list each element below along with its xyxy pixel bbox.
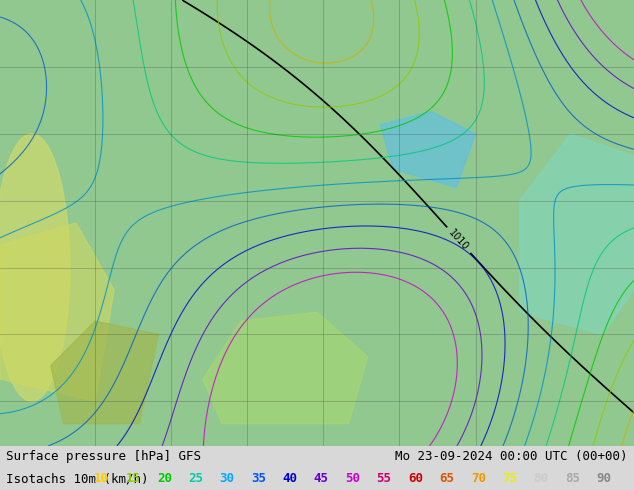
Text: 75: 75 <box>502 472 517 486</box>
Polygon shape <box>51 321 158 423</box>
Text: Isotachs 10m (km/h): Isotachs 10m (km/h) <box>6 472 149 486</box>
Text: 85: 85 <box>565 472 580 486</box>
Polygon shape <box>380 112 476 187</box>
Polygon shape <box>520 134 634 334</box>
Text: Surface pressure [hPa] GFS: Surface pressure [hPa] GFS <box>6 450 202 464</box>
Text: 40: 40 <box>283 472 297 486</box>
Text: 50: 50 <box>345 472 360 486</box>
Text: 30: 30 <box>220 472 235 486</box>
Text: 35: 35 <box>251 472 266 486</box>
Text: 65: 65 <box>439 472 455 486</box>
Text: Mo 23-09-2024 00:00 UTC (00+00): Mo 23-09-2024 00:00 UTC (00+00) <box>395 450 628 464</box>
Text: 55: 55 <box>377 472 392 486</box>
Polygon shape <box>0 223 114 401</box>
Polygon shape <box>203 312 368 423</box>
Ellipse shape <box>0 134 70 401</box>
Text: 25: 25 <box>188 472 204 486</box>
Text: 15: 15 <box>126 472 141 486</box>
Text: 20: 20 <box>157 472 172 486</box>
Text: 90: 90 <box>596 472 611 486</box>
Text: 1010: 1010 <box>447 228 470 253</box>
Text: 80: 80 <box>533 472 548 486</box>
Text: 10: 10 <box>94 472 109 486</box>
Text: 70: 70 <box>470 472 486 486</box>
Text: 45: 45 <box>314 472 329 486</box>
Text: 60: 60 <box>408 472 423 486</box>
